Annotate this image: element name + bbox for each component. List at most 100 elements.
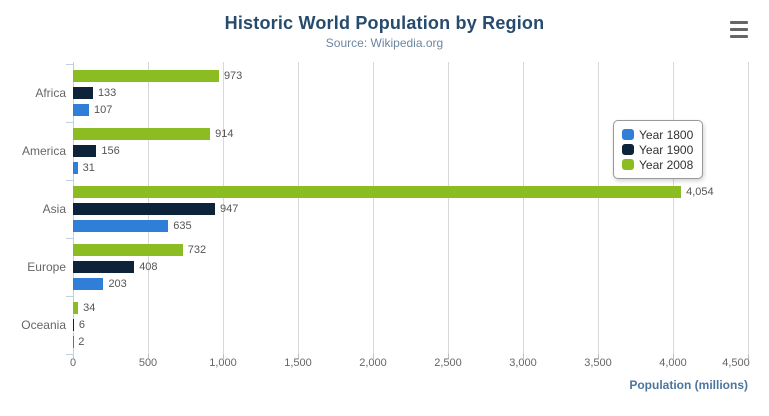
gridline <box>672 62 674 354</box>
bar-year-2008[interactable] <box>73 70 219 82</box>
data-label: 973 <box>223 70 243 82</box>
bar-row: 203 <box>73 278 748 290</box>
x-axis-tick-mark <box>748 354 749 359</box>
hamburger-menu-icon <box>730 35 748 38</box>
y-axis-tick-mark <box>66 64 73 65</box>
bar-year-2008[interactable] <box>73 186 682 198</box>
legend-item-year-2008[interactable]: Year 2008 <box>622 157 693 172</box>
bar-row: 2 <box>73 336 748 348</box>
bar-row: 156 <box>73 145 748 157</box>
bar-year-1800[interactable] <box>73 162 78 174</box>
gridline <box>523 62 524 354</box>
x-axis-tick-label: 3,500 <box>584 357 612 369</box>
bar-row: 31 <box>73 162 748 174</box>
bar-year-1900[interactable] <box>73 261 135 273</box>
x-axis-tick-label: 2,000 <box>359 357 387 369</box>
y-axis-tick-mark <box>66 238 73 239</box>
bar-row: 107 <box>73 104 748 116</box>
x-axis-tick-mark <box>672 354 674 359</box>
bar-group-africa: 973 133 107 <box>73 64 748 122</box>
bar-row: 914 <box>73 128 748 140</box>
data-label: 914 <box>215 128 234 140</box>
bar-row: 6 <box>73 319 748 331</box>
bar-row: 4,054 <box>73 186 748 198</box>
category-label-asia: Asia <box>42 202 66 216</box>
bar-group-america: 914 156 31 <box>73 122 748 180</box>
x-axis-tick-mark <box>147 354 149 359</box>
export-menu-button[interactable] <box>730 21 748 38</box>
data-label: 2 <box>78 336 85 348</box>
x-axis-tick-label: 500 <box>138 357 158 369</box>
bar-year-2008[interactable] <box>73 302 79 314</box>
gridline <box>372 62 374 354</box>
x-axis-tick-label: 4,500 <box>722 357 750 369</box>
x-axis-tick-mark <box>73 354 74 359</box>
bar-year-1800[interactable] <box>73 104 90 116</box>
data-label: 732 <box>187 244 207 256</box>
bar-year-1900[interactable] <box>73 87 93 99</box>
bar-year-2008[interactable] <box>73 128 211 140</box>
data-label: 408 <box>139 261 158 273</box>
hamburger-menu-icon <box>730 28 748 31</box>
x-axis-tick-mark <box>298 354 299 359</box>
bar-row: 133 <box>73 87 748 99</box>
legend-marker-icon <box>622 144 634 155</box>
bar-group-oceania: 34 6 2 <box>73 296 748 354</box>
legend-marker-icon <box>622 129 634 140</box>
x-axis-tick-label: 1,500 <box>284 357 312 369</box>
x-axis-tick-label: 0 <box>69 357 77 369</box>
bar-year-1800[interactable] <box>73 220 169 232</box>
gridline <box>598 62 599 354</box>
data-label: 203 <box>108 278 127 290</box>
bar-row: 973 <box>73 70 748 82</box>
chart-subtitle: Source: Wikipedia.org <box>325 36 444 50</box>
data-label: 133 <box>97 87 117 99</box>
x-axis-tick-mark <box>598 354 599 359</box>
legend-marker-icon <box>622 159 634 170</box>
bar-year-1900[interactable] <box>73 319 74 331</box>
gridline <box>298 62 299 354</box>
data-label: 947 <box>220 203 239 215</box>
legend-label: Year 1900 <box>639 142 694 157</box>
data-label: 31 <box>82 162 95 174</box>
bar-year-1900[interactable] <box>73 145 97 157</box>
bar-year-2008[interactable] <box>73 244 183 256</box>
x-axis-tick-label: 3,000 <box>509 357 537 369</box>
legend: Year 1800 Year 1900 Year 2008 <box>613 120 704 179</box>
legend-item-year-1900[interactable]: Year 1900 <box>622 142 693 157</box>
bar-year-1900[interactable] <box>73 203 216 215</box>
bar-row: 408 <box>73 261 748 273</box>
bar-group-europe: 732 408 203 <box>73 238 748 296</box>
bar-row: 732 <box>73 244 748 256</box>
x-axis-tick-mark <box>523 354 524 359</box>
legend-label: Year 2008 <box>639 157 694 172</box>
x-axis-tick-label: 1,000 <box>209 357 237 369</box>
x-axis-tick-label: 4,000 <box>659 357 687 369</box>
bar-year-1800[interactable] <box>73 278 104 290</box>
data-label: 635 <box>173 220 192 232</box>
bar-row: 34 <box>73 302 748 314</box>
hamburger-menu-icon <box>730 21 748 24</box>
x-axis-tick-label: 2,500 <box>434 357 462 369</box>
x-axis-tick-mark <box>448 354 449 359</box>
category-label-africa: Africa <box>35 86 66 100</box>
category-label-oceania: Oceania <box>21 318 66 332</box>
x-axis-title: Population (millions) <box>629 378 748 392</box>
y-axis-tick-mark <box>66 180 73 181</box>
y-axis-tick-mark <box>66 296 73 297</box>
category-label-america: America <box>21 144 66 158</box>
gridline <box>222 62 224 354</box>
y-axis-tick-mark <box>66 354 73 355</box>
bar-row: 947 <box>73 203 748 215</box>
legend-item-year-1800[interactable]: Year 1800 <box>622 127 693 142</box>
plot-area: 973 133 107 914 156 31 4,054 947 635 732 408 203 34 6… <box>66 62 749 359</box>
bar-group-asia: 4,054 947 635 <box>73 180 748 238</box>
y-axis-tick-mark <box>66 122 73 123</box>
gridline <box>448 62 449 354</box>
data-label: 34 <box>83 302 96 314</box>
page-title: Historic World Population by Region <box>224 13 545 33</box>
gridline <box>748 62 749 354</box>
data-label: 156 <box>101 145 120 157</box>
data-label: 6 <box>78 319 86 331</box>
